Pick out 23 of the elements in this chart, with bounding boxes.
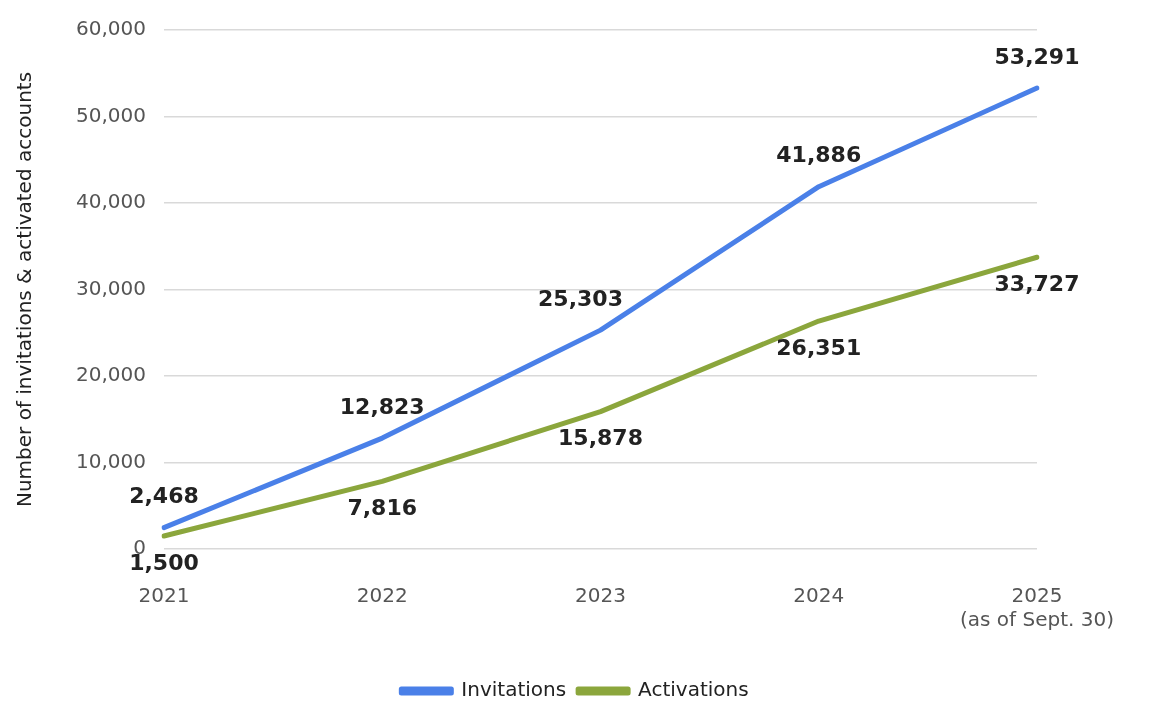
y-tick-label: 40,000 (76, 189, 146, 214)
legend-label: Invitations (461, 677, 567, 702)
data-label: 7,816 (347, 495, 418, 521)
data-label: 26,351 (776, 334, 862, 360)
y-tick-label: 10,000 (76, 448, 146, 473)
legend-label: Activations (638, 677, 749, 702)
x-tick-label: 2021 (138, 583, 190, 608)
data-label: 53,291 (994, 43, 1080, 69)
data-label: 33,727 (994, 270, 1080, 296)
y-axis-title: Number of invitations & activated accounts (12, 71, 37, 508)
y-tick-label: 20,000 (76, 362, 146, 387)
data-label: 12,823 (339, 393, 425, 419)
data-label: 25,303 (538, 285, 623, 311)
data-label: 15,878 (558, 425, 643, 451)
y-tick-label: 50,000 (76, 102, 146, 127)
data-label: 41,886 (776, 142, 862, 168)
y-tick-label: 60,000 (76, 16, 146, 41)
data-label: 2,468 (129, 483, 199, 509)
x-tick-label: 2023 (575, 583, 626, 608)
x-tick-label: 2024 (793, 583, 845, 608)
x-tick-label: 2025 (as of Sept. 30) (960, 583, 1114, 632)
x-tick-label: 2022 (356, 583, 408, 608)
y-tick-label: 30,000 (76, 275, 146, 300)
